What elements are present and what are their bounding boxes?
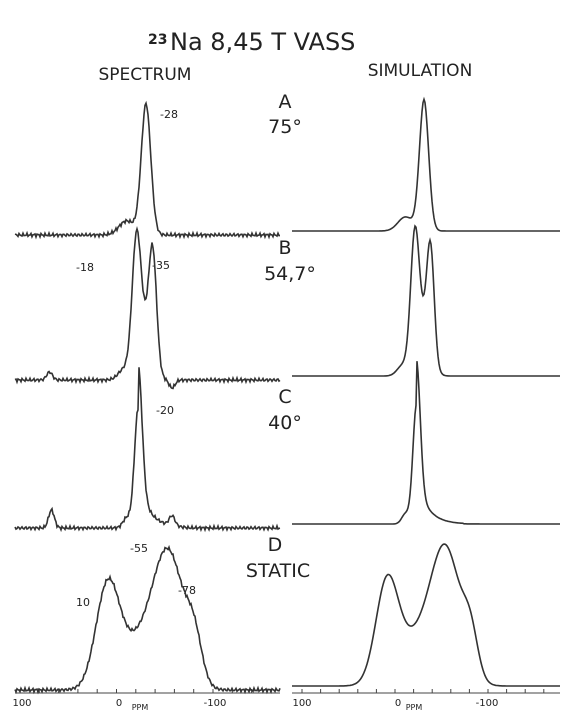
panel-letter: A bbox=[279, 91, 292, 113]
tick-label: 100 bbox=[292, 698, 311, 709]
spectrum-curve bbox=[14, 100, 280, 240]
tick-label: -100 bbox=[476, 698, 499, 709]
panel-angle: STATIC bbox=[246, 560, 310, 582]
panel-letter: C bbox=[278, 386, 291, 408]
spectrum-curve bbox=[14, 367, 281, 533]
spectrum-curve bbox=[14, 544, 281, 695]
isotope: 23 bbox=[148, 32, 167, 48]
axis-unit: PPM bbox=[132, 703, 149, 712]
spectrum-curve bbox=[292, 543, 560, 687]
column-heading: SIMULATION bbox=[368, 61, 473, 81]
spectrum-curve bbox=[292, 361, 560, 525]
tick-label: 100 bbox=[12, 698, 31, 709]
panel-letter: B bbox=[278, 237, 291, 259]
tick-label: 0 bbox=[395, 698, 401, 709]
tick-label: 0 bbox=[116, 698, 122, 709]
peak-label: 10 bbox=[76, 596, 90, 609]
peak-label: -35 bbox=[152, 259, 170, 272]
peak-label: -18 bbox=[76, 261, 94, 274]
axis-unit: PPM bbox=[406, 703, 423, 712]
tick-label: -100 bbox=[204, 698, 227, 709]
spectrum-curve bbox=[14, 225, 281, 390]
spectrum-curve bbox=[292, 96, 560, 232]
panel-angle: 75° bbox=[268, 116, 302, 138]
panel-angle: 40° bbox=[268, 412, 302, 434]
peak-label: -55 bbox=[130, 542, 148, 555]
spectrum-curve bbox=[292, 224, 560, 377]
column-heading: SPECTRUM bbox=[99, 65, 192, 85]
peak-label: -20 bbox=[156, 404, 174, 417]
peak-label: -28 bbox=[160, 108, 178, 121]
panel-letter: D bbox=[268, 534, 283, 556]
title: Na 8,45 T VASS bbox=[170, 28, 355, 56]
panel-angle: 54,7° bbox=[264, 263, 316, 285]
